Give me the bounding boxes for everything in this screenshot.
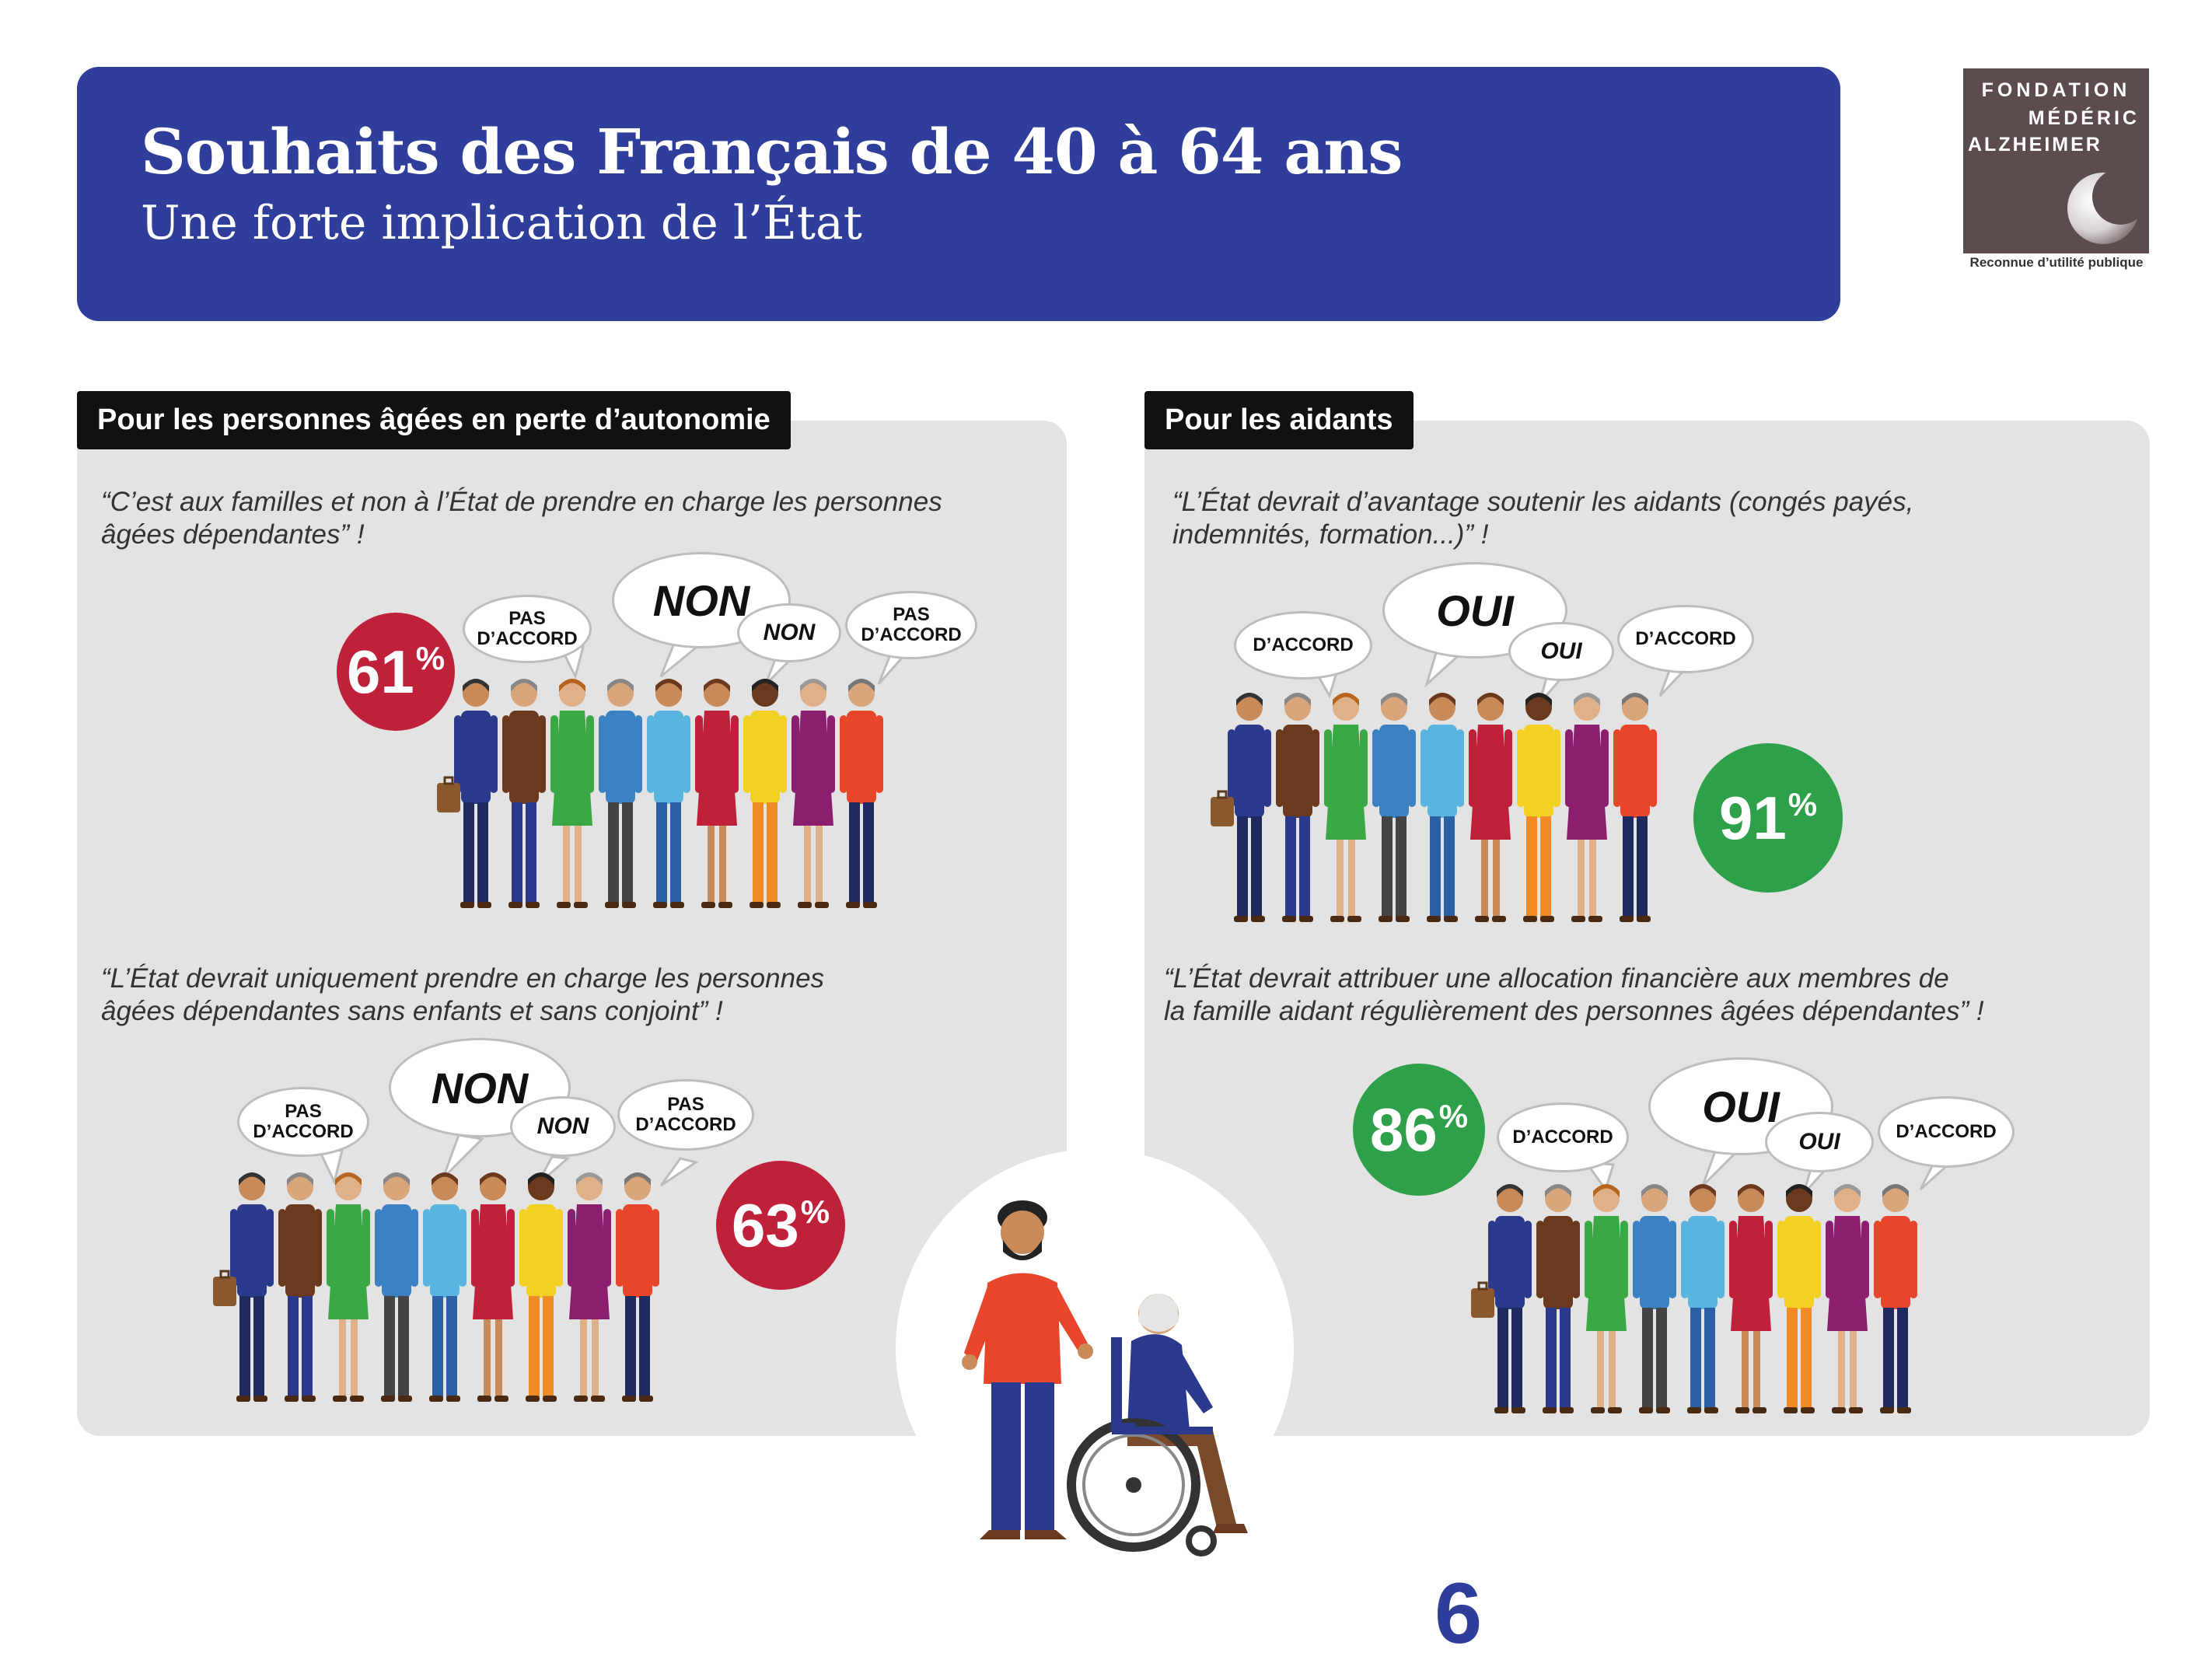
person-figure [1372,693,1416,922]
person-figure [1276,693,1319,922]
logo-line-1: FONDATION [1981,79,2131,101]
crowd-illustration [1211,693,1657,922]
foundation-logo: FONDATION MÉDÉRIC ALZHEIMER [1963,68,2149,253]
stat-value: 86 [1369,1095,1438,1164]
person-figure [840,679,883,908]
stat-value: 63 [731,1190,799,1259]
speech-bubble: OUI [1765,1112,1874,1172]
percent-sign: % [1438,1097,1469,1134]
person-figure [327,1172,370,1402]
person-figure [437,679,498,908]
quote-right-1-line1: “L’État devrait d’avantage soutenir les … [1172,487,1914,517]
stat-circle-63: 63% [716,1161,845,1290]
quote-left-1-line2: âgées dépendantes” ! [101,519,365,550]
person-figure [695,679,739,908]
page-number: 6 [1434,1566,1483,1661]
speech-bubble: NON [510,1096,616,1157]
person-figure [1536,1184,1580,1413]
person-figure [1681,1184,1725,1413]
percent-sign: % [800,1193,830,1230]
person-figure [647,679,690,908]
stat-circle-86: 86% [1353,1064,1485,1196]
person-figure [1421,693,1464,922]
person-figure [1324,693,1368,922]
person-figure [1826,1184,1869,1413]
person-figure [1613,693,1657,922]
speech-bubble: D’ACCORD [1234,611,1372,680]
moon-icon [2067,169,2142,244]
percent-sign: % [1787,785,1818,823]
header-banner: Souhaits des Français de 40 à 64 ans Une… [77,67,1840,321]
page-subtitle: Une forte implication de l’État [141,196,862,250]
person-figure [1469,693,1512,922]
person-figure [1565,693,1609,922]
person-figure [743,679,787,908]
logo-line-2: MÉDÉRIC [2028,107,2140,129]
crowd-illustration [213,1172,659,1402]
quote-right-2-line2: la famille aidant régulièrement des pers… [1164,996,1984,1026]
quote-left-1-line1: “C’est aux familles et non à l’État de p… [101,487,942,517]
quote-right-1: “L’État devrait d’avantage soutenir les … [1172,486,1913,551]
person-figure [423,1172,467,1402]
speech-bubble: PAS D’ACCORD [617,1079,754,1151]
quote-left-1: “C’est aux familles et non à l’État de p… [101,486,942,551]
stat-circle-61: 61% [337,613,455,731]
logo-line-3: ALZHEIMER [1968,134,2102,155]
hero-background [896,1149,1294,1547]
quote-left-2-line2: âgées dépendantes sans enfants et sans c… [101,996,723,1026]
speech-bubble: OUI [1508,622,1614,681]
crowd-illustration [1471,1184,1917,1413]
speech-bubble: PAS D’ACCORD [845,591,977,659]
person-figure [791,679,835,908]
person-figure [568,1172,611,1402]
person-figure [616,1172,659,1402]
stat-value: 61 [346,637,414,706]
person-figure [1874,1184,1917,1413]
crowd-illustration [437,679,883,908]
caregiver-wheelchair-illustration [962,1200,1248,1556]
quote-left-2: “L’État devrait uniquement prendre en ch… [101,963,824,1028]
speech-bubble: PAS D’ACCORD [237,1087,369,1157]
section-tag-caregivers: Pour les aidants [1144,391,1414,449]
percent-sign: % [415,639,446,676]
logo-caption: Reconnue d’utilité publique [1969,255,2144,270]
person-figure [599,679,642,908]
person-figure [1471,1184,1532,1413]
person-figure [471,1172,515,1402]
speech-bubble: D’ACCORD [1497,1102,1629,1172]
person-figure [1633,1184,1676,1413]
page-title: Souhaits des Français de 40 à 64 ans [141,115,1403,188]
person-figure [213,1172,274,1402]
person-figure [375,1172,418,1402]
quote-left-2-line1: “L’État devrait uniquement prendre en ch… [101,963,825,994]
person-figure [519,1172,563,1402]
person-figure [1517,693,1560,922]
quote-right-1-line2: indemnités, formation...)” ! [1172,519,1489,550]
quote-right-2-line1: “L’État devrait attribuer une allocation… [1164,963,1949,994]
person-figure [502,679,546,908]
person-figure [1729,1184,1773,1413]
stat-circle-91: 91% [1693,743,1843,893]
stat-value: 91 [1718,783,1787,852]
person-figure [278,1172,322,1402]
speech-bubble: NON [737,603,841,662]
person-figure [1777,1184,1821,1413]
quote-right-2: “L’État devrait attribuer une allocation… [1164,963,1984,1028]
speech-bubble: D’ACCORD [1617,605,1754,673]
speech-bubble: D’ACCORD [1878,1096,2015,1168]
person-figure [1211,693,1271,922]
person-figure [550,679,594,908]
speech-bubble: PAS D’ACCORD [463,595,592,663]
person-figure [1585,1184,1628,1413]
section-tag-elderly: Pour les personnes âgées en perte d’auto… [77,391,791,449]
